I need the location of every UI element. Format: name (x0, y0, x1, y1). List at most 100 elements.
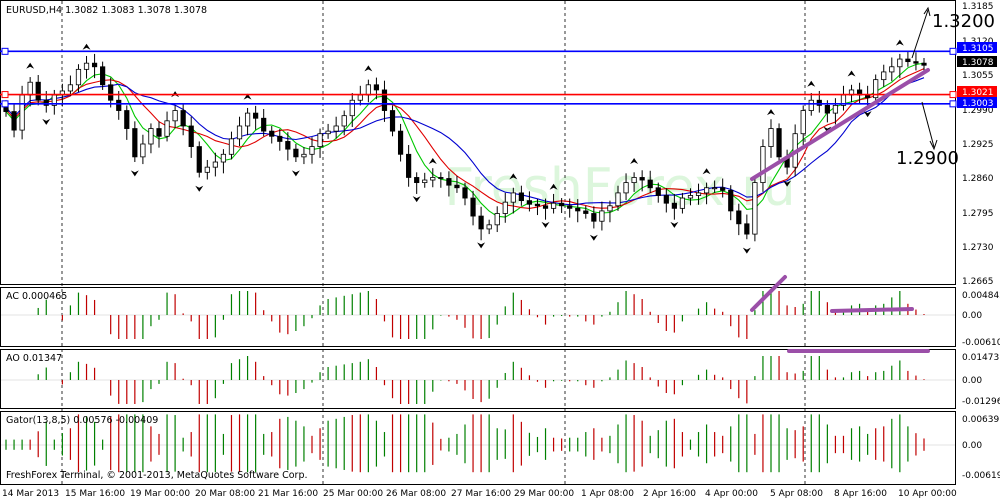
candle-body (124, 110, 130, 129)
level-handle (949, 100, 957, 108)
fractal-down-marker (130, 170, 139, 177)
candle-body (905, 58, 911, 63)
annotation-target-high: 1.3200 (932, 11, 995, 32)
candle-body (526, 200, 533, 205)
candle-body (865, 94, 871, 99)
candle-body (333, 125, 339, 132)
candle-body (462, 187, 468, 199)
fractal-markers (26, 39, 904, 254)
time-label: 5 Apr 08:00 (770, 489, 823, 499)
gator-tick-label: 0.00639 (962, 415, 999, 425)
candle-body (19, 94, 25, 131)
level-handle (1, 100, 9, 108)
ac-annotation-line (830, 307, 914, 313)
fractal-up-marker (767, 109, 775, 116)
price-tag-bg (957, 86, 997, 97)
candle-body (309, 146, 315, 155)
fractal-up-marker (26, 62, 35, 69)
candle-body (744, 223, 750, 235)
candle-body (83, 62, 90, 70)
candle-body (27, 81, 33, 96)
candle-body (35, 81, 41, 101)
candle-body (559, 202, 565, 207)
time-label: 26 Mar 08:00 (386, 489, 446, 499)
candle-body (414, 177, 420, 184)
footer-copyright: FreshForex Terminal, © 2001-2013, MetaQu… (6, 470, 308, 481)
candle-body (341, 115, 347, 127)
time-label: 2 Apr 16:00 (643, 489, 696, 499)
fractal-up-marker (807, 80, 816, 87)
candle-body (67, 84, 74, 92)
candle-body (583, 210, 589, 214)
fractal-down-marker (823, 126, 832, 133)
candle-body (204, 166, 210, 173)
candle-body (752, 182, 758, 235)
candle-body (486, 224, 492, 230)
candle-body (695, 192, 702, 196)
candle-body (116, 99, 122, 111)
candle-body (776, 128, 782, 158)
candle-body (172, 110, 178, 122)
candle-body (228, 138, 235, 155)
price-tick-label: 1.2795 (962, 209, 994, 219)
candle-body (518, 192, 524, 202)
candle-body (188, 125, 194, 147)
candle-body (800, 110, 806, 135)
fractal-up-marker (82, 43, 91, 50)
candle-body (913, 61, 919, 64)
candle-body (261, 117, 267, 132)
candle-body (236, 125, 243, 140)
candle-body (728, 189, 734, 212)
candle-body (663, 195, 669, 204)
candle-body (679, 197, 686, 209)
candle-body (873, 79, 879, 99)
candle-body (100, 66, 106, 86)
ao-panel-title: AO 0.01347 (6, 353, 62, 364)
fractal-down-marker (670, 221, 679, 228)
candle-body (615, 192, 621, 207)
fractal-down-marker (291, 170, 300, 177)
candle-body (720, 187, 726, 191)
ao-tick-label: 0.00 (962, 376, 982, 386)
candle-body (502, 201, 508, 214)
candle-body (43, 99, 49, 106)
price-tick-label: 1.2860 (962, 174, 994, 184)
annotation-target-low: 1.2900 (896, 148, 959, 169)
fractal-up-marker (702, 168, 711, 175)
arrow-up-line (911, 9, 929, 59)
level-handle (1, 47, 9, 55)
ac-panel-frame (0, 287, 956, 347)
candle-body (11, 111, 17, 131)
price-tag-bg (957, 42, 997, 53)
candle-body (446, 178, 452, 186)
fractal-up-marker (428, 157, 437, 164)
price-tick-label: 1.2730 (962, 243, 994, 253)
candle-body (220, 153, 227, 163)
candle-body (325, 130, 331, 135)
candle-body (591, 213, 597, 222)
candle-body (808, 99, 814, 111)
candle-body (277, 135, 283, 142)
candle-body (253, 112, 259, 119)
ao-tick-label: 0.01473 (962, 353, 999, 363)
candle-body (293, 148, 299, 158)
candle-body (494, 213, 500, 226)
candle-body (140, 143, 146, 158)
candle-body (639, 177, 645, 181)
candle-body (438, 177, 444, 179)
candle-body (631, 177, 637, 184)
candle-body (365, 84, 371, 96)
time-label: 4 Apr 00:00 (705, 489, 758, 499)
candle-body (655, 187, 661, 196)
fractal-down-marker (742, 247, 751, 254)
price-tick-label: 1.2925 (962, 140, 994, 150)
candle-body (156, 128, 162, 137)
fractal-down-marker (412, 196, 421, 203)
level-handle (1, 91, 9, 99)
price-tag-label: 1.3003 (962, 99, 994, 109)
candle-body (349, 99, 355, 117)
price-tag-bg (957, 97, 997, 108)
level-handle (949, 91, 957, 99)
candle-body (406, 153, 412, 178)
